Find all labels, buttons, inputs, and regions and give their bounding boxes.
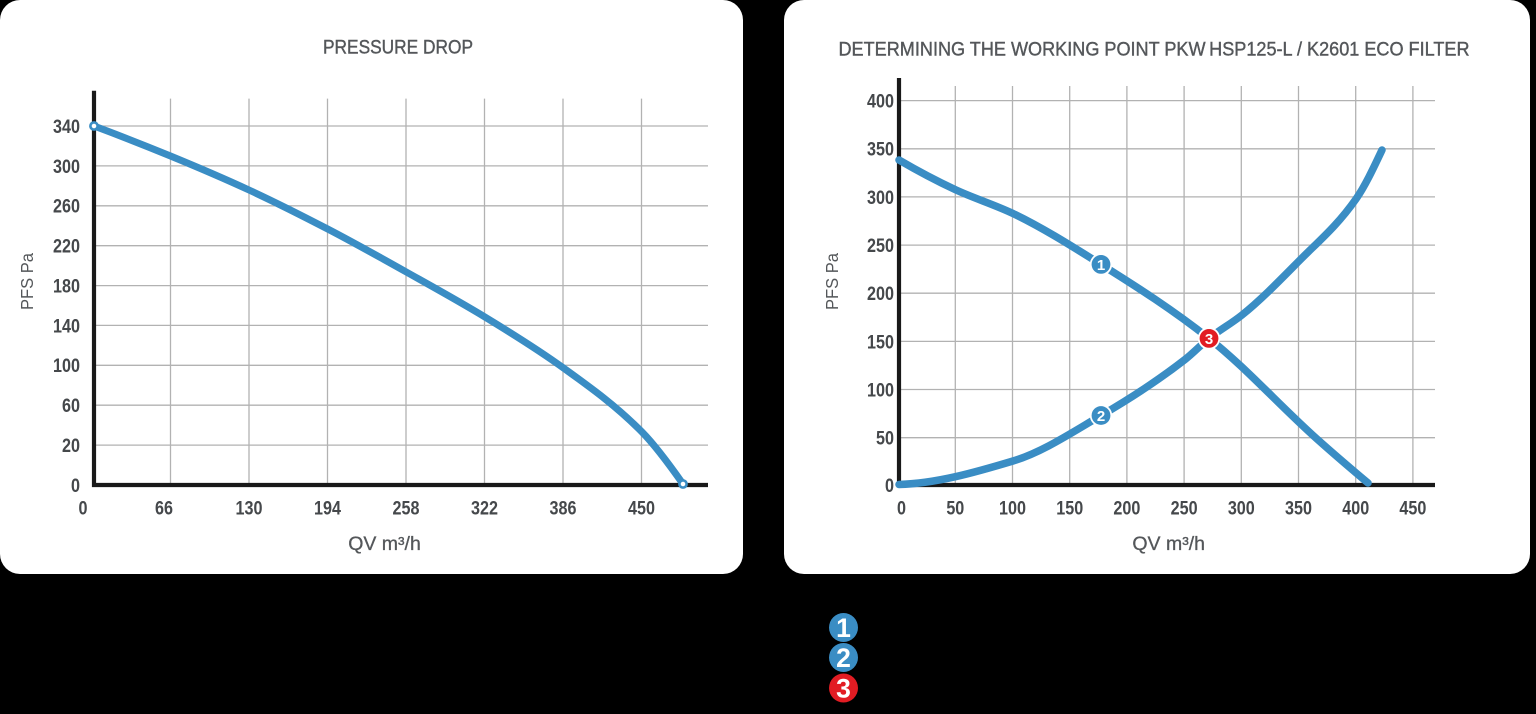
svg-text:300: 300 — [53, 156, 80, 178]
svg-text:50: 50 — [946, 497, 964, 519]
svg-text:450: 450 — [628, 497, 655, 519]
svg-text:20: 20 — [62, 435, 80, 457]
svg-text:DETERMINING THE WORKING POINT: DETERMINING THE WORKING POINT PKW HSP125… — [839, 39, 1470, 61]
svg-text:PRESSURE DROP: PRESSURE DROP — [323, 37, 473, 59]
svg-text:0: 0 — [71, 475, 80, 497]
svg-text:300: 300 — [867, 187, 894, 209]
svg-text:450: 450 — [1399, 497, 1426, 519]
svg-text:1: 1 — [836, 613, 851, 643]
svg-text:2: 2 — [1097, 408, 1105, 425]
svg-text:200: 200 — [867, 283, 894, 305]
svg-text:150: 150 — [867, 331, 894, 353]
svg-text:66: 66 — [155, 497, 173, 519]
svg-text:0: 0 — [885, 475, 894, 497]
svg-text:300: 300 — [1228, 497, 1255, 519]
svg-text:60: 60 — [62, 395, 80, 417]
svg-text:130: 130 — [236, 497, 263, 519]
svg-text:250: 250 — [1171, 497, 1198, 519]
svg-text:PFS Pa: PFS Pa — [822, 253, 842, 310]
svg-text:100: 100 — [999, 497, 1026, 519]
svg-text:400: 400 — [1342, 497, 1369, 519]
svg-text:194: 194 — [314, 497, 341, 519]
svg-text:150: 150 — [1056, 497, 1083, 519]
svg-text:50: 50 — [876, 427, 894, 449]
svg-text:100: 100 — [867, 379, 894, 401]
svg-text:3: 3 — [1205, 331, 1213, 348]
svg-text:3: 3 — [836, 674, 851, 704]
svg-text:250: 250 — [867, 235, 894, 257]
svg-text:386: 386 — [550, 497, 577, 519]
svg-text:350: 350 — [867, 138, 894, 160]
svg-text:220: 220 — [53, 235, 80, 257]
svg-text:260: 260 — [53, 195, 80, 217]
svg-text:QV m³/h: QV m³/h — [348, 533, 421, 555]
svg-text:140: 140 — [53, 315, 80, 337]
svg-text:322: 322 — [471, 497, 498, 519]
svg-text:400: 400 — [867, 90, 894, 112]
svg-text:100: 100 — [53, 355, 80, 377]
svg-text:1: 1 — [1097, 257, 1105, 274]
svg-text:2: 2 — [836, 643, 851, 673]
svg-text:180: 180 — [53, 275, 80, 297]
svg-text:350: 350 — [1285, 497, 1312, 519]
svg-text:PFS Pa: PFS Pa — [17, 253, 37, 310]
svg-text:258: 258 — [393, 497, 420, 519]
svg-text:0: 0 — [897, 497, 906, 519]
svg-text:QV m³/h: QV m³/h — [1132, 533, 1205, 555]
svg-text:0: 0 — [79, 497, 88, 519]
svg-text:200: 200 — [1113, 497, 1140, 519]
svg-text:340: 340 — [53, 116, 80, 138]
